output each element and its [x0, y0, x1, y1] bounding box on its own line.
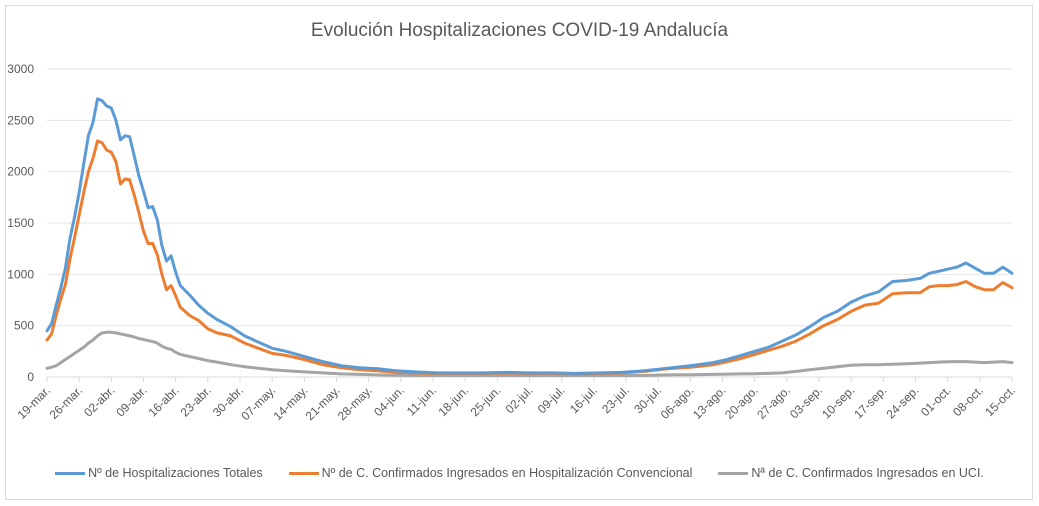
x-tick-label: 17-sep.	[851, 383, 889, 421]
x-tick-label: 15-oct.	[982, 383, 1018, 419]
legend-swatch-uci	[718, 471, 749, 475]
y-tick-label: 0	[27, 370, 34, 384]
x-tick-label: 25-jun.	[468, 383, 504, 419]
series-line-1	[45, 139, 1014, 376]
legend-item-convencional[interactable]: Nº de C. Confirmados Ingresados en Hospi…	[288, 466, 693, 480]
x-tick-label: 18-jun.	[435, 383, 471, 419]
y-tick-label: 3000	[7, 62, 34, 76]
legend-item-uci[interactable]: Nª de C. Confirmados Ingresados en UCI.	[718, 466, 984, 480]
x-tick-label: 04-jun.	[371, 383, 407, 419]
x-tick-label: 09-abr.	[113, 383, 149, 419]
x-tick-label: 20-ago.	[722, 383, 761, 422]
x-tick-label: 13-ago.	[690, 383, 729, 422]
x-tick-label: 02-jul.	[503, 383, 536, 416]
chart-frame	[5, 5, 1033, 500]
x-tick-label: 03-sep.	[787, 383, 825, 421]
series-line-0	[45, 97, 1014, 375]
x-tick-label: 08-oct.	[950, 383, 986, 419]
x-tick-label: 27-ago.	[754, 383, 793, 422]
series-line-2	[45, 330, 1014, 377]
x-tick-label: 21-may.	[303, 383, 343, 423]
y-tick-label: 1000	[7, 267, 34, 281]
x-tick-label: 11-jun.	[404, 383, 439, 418]
x-tick-label: 24-sep.	[883, 383, 921, 421]
x-tick-label: 09-jul.	[535, 383, 568, 416]
y-tick-label: 1500	[7, 216, 34, 230]
x-tick-label: 01-oct.	[918, 383, 954, 419]
legend-swatch-convencional	[288, 471, 319, 475]
legend-label-convencional: Nº de C. Confirmados Ingresados en Hospi…	[321, 466, 693, 480]
x-tick-label: 19-mar.	[14, 383, 53, 422]
legend-label-totales: Nº de Hospitalizaciones Totales	[88, 466, 263, 480]
x-tick-label: 26-mar.	[47, 383, 86, 422]
x-tick-label: 06-ago.	[658, 383, 697, 422]
x-tick-label: 28-may.	[335, 383, 375, 423]
x-tick-label: 07-may.	[238, 383, 278, 423]
legend-label-uci: Nª de C. Confirmados Ingresados en UCI.	[751, 466, 984, 480]
y-tick-label: 500	[14, 319, 34, 333]
x-tick-label: 23-abr.	[178, 383, 214, 419]
legend-item-totales[interactable]: Nº de Hospitalizaciones Totales	[55, 466, 263, 480]
y-tick-label: 2500	[7, 113, 34, 127]
y-tick-label: 2000	[7, 165, 34, 179]
x-tick-label: 16-abr.	[145, 383, 181, 419]
x-tick-label: 14-may.	[271, 383, 311, 423]
x-tick-label: 16-jul.	[567, 383, 600, 416]
x-tick-label: 10-sep.	[819, 383, 857, 421]
x-tick-label: 23-jul.	[599, 383, 632, 416]
chart-title: Evolución Hospitalizaciones COVID-19 And…	[310, 20, 729, 41]
x-tick-label: 02-abr.	[81, 383, 117, 419]
legend: Nº de Hospitalizaciones Totales Nº de C.…	[0, 466, 1039, 480]
legend-swatch-totales	[55, 471, 86, 475]
